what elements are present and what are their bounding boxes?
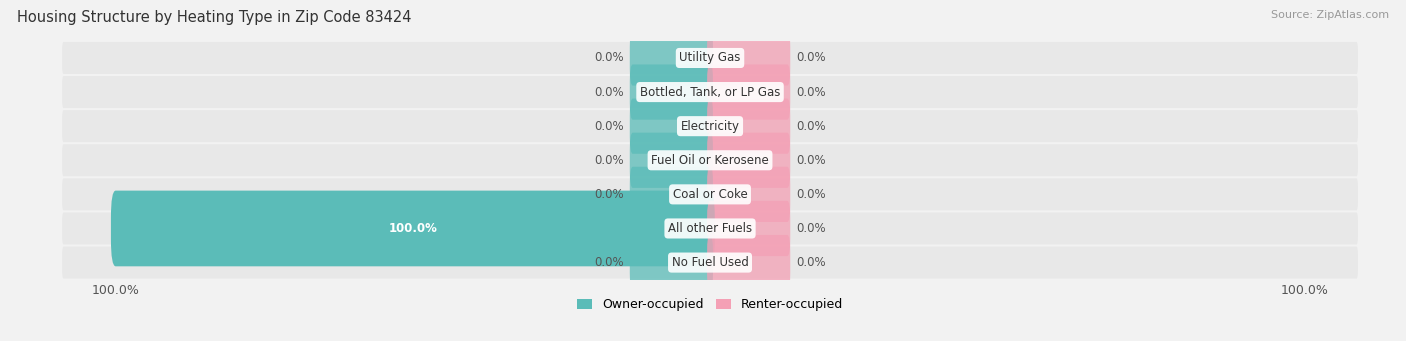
FancyBboxPatch shape [62, 178, 1358, 210]
Text: 0.0%: 0.0% [595, 256, 624, 269]
Text: Coal or Coke: Coal or Coke [672, 188, 748, 201]
Text: 0.0%: 0.0% [595, 154, 624, 167]
Text: No Fuel Used: No Fuel Used [672, 256, 748, 269]
Text: Electricity: Electricity [681, 120, 740, 133]
Text: 0.0%: 0.0% [595, 51, 624, 64]
Text: 0.0%: 0.0% [796, 222, 825, 235]
FancyBboxPatch shape [62, 144, 1358, 176]
FancyBboxPatch shape [707, 99, 790, 154]
FancyBboxPatch shape [630, 133, 713, 188]
FancyBboxPatch shape [62, 212, 1358, 244]
Legend: Owner-occupied, Renter-occupied: Owner-occupied, Renter-occupied [572, 293, 848, 316]
FancyBboxPatch shape [62, 76, 1358, 108]
FancyBboxPatch shape [707, 201, 790, 256]
Text: Fuel Oil or Kerosene: Fuel Oil or Kerosene [651, 154, 769, 167]
FancyBboxPatch shape [707, 30, 790, 86]
Text: Bottled, Tank, or LP Gas: Bottled, Tank, or LP Gas [640, 86, 780, 99]
FancyBboxPatch shape [62, 247, 1358, 279]
Text: Utility Gas: Utility Gas [679, 51, 741, 64]
FancyBboxPatch shape [707, 64, 790, 120]
FancyBboxPatch shape [111, 191, 714, 266]
Text: 0.0%: 0.0% [595, 120, 624, 133]
FancyBboxPatch shape [630, 167, 713, 222]
Text: 0.0%: 0.0% [796, 86, 825, 99]
Text: All other Fuels: All other Fuels [668, 222, 752, 235]
Text: Housing Structure by Heating Type in Zip Code 83424: Housing Structure by Heating Type in Zip… [17, 10, 412, 25]
FancyBboxPatch shape [707, 133, 790, 188]
FancyBboxPatch shape [630, 30, 713, 86]
FancyBboxPatch shape [62, 110, 1358, 142]
FancyBboxPatch shape [62, 42, 1358, 74]
Text: Source: ZipAtlas.com: Source: ZipAtlas.com [1271, 10, 1389, 20]
Text: 0.0%: 0.0% [595, 188, 624, 201]
FancyBboxPatch shape [707, 235, 790, 290]
Text: 0.0%: 0.0% [796, 51, 825, 64]
Text: 0.0%: 0.0% [796, 188, 825, 201]
FancyBboxPatch shape [630, 235, 713, 290]
Text: 0.0%: 0.0% [595, 86, 624, 99]
Text: 100.0%: 100.0% [388, 222, 437, 235]
FancyBboxPatch shape [707, 167, 790, 222]
Text: 0.0%: 0.0% [796, 120, 825, 133]
FancyBboxPatch shape [630, 99, 713, 154]
Text: 0.0%: 0.0% [796, 154, 825, 167]
Text: 0.0%: 0.0% [796, 256, 825, 269]
FancyBboxPatch shape [630, 64, 713, 120]
